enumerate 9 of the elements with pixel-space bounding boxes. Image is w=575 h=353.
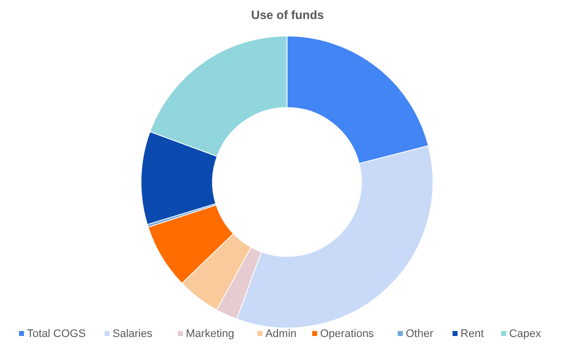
legend-label: Total COGS bbox=[27, 328, 86, 340]
legend-label: Operations bbox=[320, 328, 374, 340]
legend-label: Admin bbox=[265, 328, 297, 340]
legend-label: Marketing bbox=[186, 328, 234, 340]
legend-label: Salaries bbox=[112, 328, 153, 340]
legend-label: Capex bbox=[509, 328, 542, 340]
legend-label: Rent bbox=[460, 328, 484, 340]
chart-title: Use of funds bbox=[251, 8, 324, 22]
legend-label: Other bbox=[406, 328, 434, 340]
